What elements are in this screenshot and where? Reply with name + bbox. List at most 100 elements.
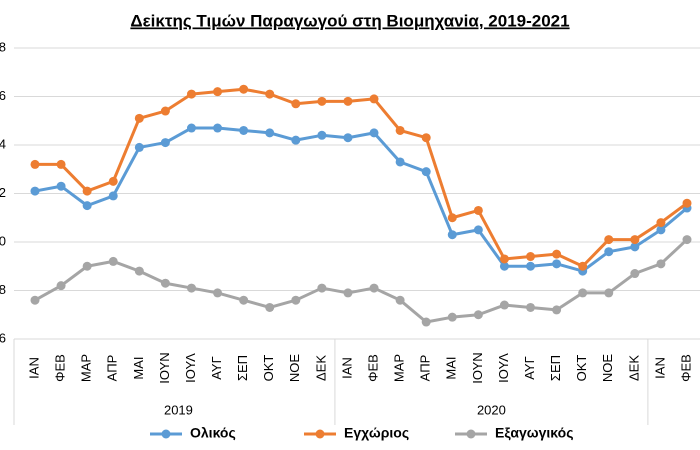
x-tick-label: ΟΚΤ [261,355,276,382]
data-point [82,201,92,211]
data-point [421,133,431,143]
x-tick-label: ΙΑΝ [339,357,354,379]
data-point [291,99,301,109]
year-label: 2019 [164,402,193,417]
x-tick-label: ΦΕΒ [365,354,380,382]
data-point [291,135,301,145]
data-point [473,225,483,235]
legend-marker [315,429,325,439]
data-point [552,259,562,269]
data-point [421,317,431,327]
chart-title: Δεiκτης Τιμών Παραγωγού στη Βιομηχανiα, … [130,11,569,30]
data-point [265,89,275,99]
data-point [213,123,223,133]
data-point [369,94,379,104]
x-tick-label: ΔΕΚ [626,355,641,381]
data-point [526,252,536,262]
data-point [369,128,379,138]
x-tick-label: ΟΚΤ [574,355,589,382]
data-point [343,288,353,298]
data-point [239,84,249,94]
data-point [552,249,562,259]
data-point [656,218,666,228]
data-point [604,247,614,257]
data-point [656,259,666,269]
x-tick-label: ΜΑΡ [392,354,407,382]
data-point [499,300,509,310]
data-point [317,130,327,140]
data-point [213,87,223,97]
data-point [82,261,92,271]
data-point [82,186,92,196]
data-point [291,295,301,305]
data-point [160,278,170,288]
legend-label: Εξαγωγικός [495,425,573,441]
x-tick-label: ΜΑΡ [79,354,94,382]
x-tick-label: ΙΟΥΝ [157,352,172,383]
data-point [56,159,66,169]
data-point [186,283,196,293]
data-point [682,235,692,245]
data-point [499,261,509,271]
data-point [213,288,223,298]
x-tick-label: ΜΑΙ [444,356,459,379]
y-tick-label: 102 [0,185,6,200]
y-tick-label: 106 [0,88,6,103]
data-point [239,295,249,305]
data-point [395,157,405,167]
x-tick-label: ΣΕΠ [548,355,563,381]
data-point [552,305,562,315]
year-label: 2020 [477,402,506,417]
data-point [134,113,144,123]
data-point [56,281,66,291]
data-point [473,310,483,320]
y-tick-label: 104 [0,136,6,151]
x-tick-label: ΑΥΓ [209,356,224,380]
legend-marker [466,429,476,439]
data-point [656,225,666,235]
data-point [447,213,457,223]
x-tick-label: ΦΕΒ [678,354,693,382]
x-tick-label: ΣΕΠ [235,355,250,381]
x-tick-label: ΦΕΒ [53,354,68,382]
x-tick-label: ΜΑΙ [131,356,146,379]
data-point [630,242,640,252]
data-point [30,186,40,196]
x-tick-label: ΑΠΡ [418,355,433,382]
data-point [526,261,536,271]
data-point [578,261,588,271]
data-point [134,266,144,276]
x-tick-label: ΙΑΝ [652,357,667,379]
series-line [34,238,689,324]
data-point [317,283,327,293]
data-point [160,106,170,116]
y-tick-label: 98 [0,282,6,297]
data-point [473,205,483,215]
data-point [134,142,144,152]
x-tick-label: ΙΑΝ [26,357,41,379]
x-tick-label: ΙΟΥΝ [470,352,485,383]
series-line [35,87,688,268]
legend-label: Εγχώριος [344,425,409,441]
data-point [421,167,431,177]
x-tick-label: ΝΟΕ [287,354,302,383]
y-tick-label: 108 [0,39,6,54]
data-point [186,89,196,99]
data-point [108,191,118,201]
x-tick-label: ΔΕΚ [313,355,328,381]
data-point [447,230,457,240]
data-point [317,96,327,106]
data-point [604,288,614,298]
data-point [343,133,353,143]
data-point [604,235,614,245]
data-point [630,235,640,245]
data-point [630,269,640,279]
data-point [499,254,509,264]
data-point [265,302,275,312]
data-point [160,138,170,148]
data-point [343,96,353,106]
data-point [30,159,40,169]
data-point [578,288,588,298]
